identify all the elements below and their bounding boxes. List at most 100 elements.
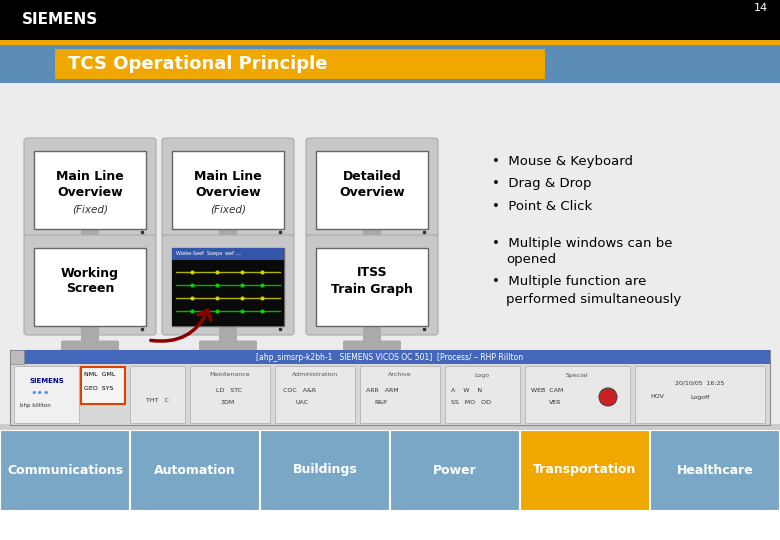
FancyBboxPatch shape [306,138,438,238]
Bar [34,248,146,326]
Text: A    W    N: A W N [451,388,482,393]
Text: LD   STC: LD STC [216,388,242,393]
Text: Overview: Overview [57,186,122,199]
Text: Special: Special [566,373,588,377]
Text: [ahp_simsrp-k2bh-1   SIEMENS VICOS OC 501]  [Process/ – RHP Rillton: [ahp_simsrp-k2bh-1 SIEMENS VICOS OC 501]… [257,353,523,361]
Bar [0,83,780,510]
Text: Archive: Archive [388,373,412,377]
Bar [172,248,284,260]
Text: Automation: Automation [154,463,236,476]
Bar [10,350,24,364]
Bar [525,366,630,423]
Text: COC   A&R: COC A&R [283,388,316,393]
Circle shape [599,388,617,406]
Text: bhp billiton: bhp billiton [20,402,51,408]
Text: Working: Working [61,267,119,280]
Text: WEB  CAM: WEB CAM [531,388,563,393]
Bar [81,326,99,342]
Bar [360,366,440,423]
Text: Logo: Logo [474,373,490,377]
Text: Transportation: Transportation [534,463,636,476]
Text: ITSS: ITSS [356,267,388,280]
Bar [14,366,79,423]
Bar [0,40,780,45]
Text: 3DM: 3DM [221,401,236,406]
Bar [520,430,649,510]
FancyBboxPatch shape [343,244,401,253]
Text: Power: Power [433,463,477,476]
Bar [650,430,779,510]
Text: HOV: HOV [650,395,664,400]
Text: opened: opened [506,253,556,267]
FancyBboxPatch shape [162,235,294,335]
FancyArrowPatch shape [151,310,211,341]
Bar [0,430,129,510]
Bar [172,248,284,326]
Text: SIEMENS: SIEMENS [22,11,98,26]
Text: Screen: Screen [66,282,114,295]
Text: performed simultaneously: performed simultaneously [506,293,681,306]
Text: Main Line: Main Line [56,170,124,183]
Text: •  Multiple function are: • Multiple function are [492,275,647,288]
Text: Communications: Communications [7,463,123,476]
Bar [0,424,780,432]
Text: •  Drag & Drop: • Drag & Drop [492,178,591,191]
Text: Healthcare: Healthcare [676,463,753,476]
Text: SIEMENS: SIEMENS [30,378,65,384]
Bar [34,151,146,229]
FancyBboxPatch shape [24,138,156,238]
Text: Wiebe-Seef  Soepa  wef ....: Wiebe-Seef Soepa wef .... [176,252,241,256]
Text: 14: 14 [754,3,768,13]
Bar [390,430,519,510]
FancyBboxPatch shape [162,138,294,238]
FancyBboxPatch shape [61,244,119,253]
Text: Logoff: Logoff [690,395,709,400]
Text: THT   C: THT C [146,397,168,402]
Text: Administration: Administration [292,373,338,377]
Bar [219,229,237,245]
FancyBboxPatch shape [199,341,257,350]
Bar [363,326,381,342]
Text: Buildings: Buildings [292,463,357,476]
Text: SS   MO   OD: SS MO OD [451,401,491,406]
Bar [0,45,780,83]
FancyBboxPatch shape [343,341,401,350]
Text: UAC: UAC [295,401,308,406]
FancyBboxPatch shape [199,244,257,253]
Bar [55,49,545,79]
Text: Detailed: Detailed [342,170,402,183]
Bar [363,229,381,245]
Bar [10,350,770,364]
Text: TCS Operational Principle: TCS Operational Principle [68,55,328,73]
Bar [275,366,355,423]
Bar [172,248,284,326]
Text: Overview: Overview [195,186,261,199]
Text: Main Line: Main Line [194,170,262,183]
Bar [635,366,765,423]
Text: •  Multiple windows can be: • Multiple windows can be [492,237,672,249]
Text: •  Point & Click: • Point & Click [492,199,592,213]
FancyBboxPatch shape [81,367,125,404]
Bar [260,430,389,510]
Text: •••: ••• [30,388,49,398]
FancyBboxPatch shape [306,235,438,335]
Bar [10,350,770,425]
FancyBboxPatch shape [61,341,119,350]
Text: ARR   ARM: ARR ARM [366,388,399,393]
FancyBboxPatch shape [24,235,156,335]
Text: (Fixed): (Fixed) [72,205,108,215]
Bar [130,366,185,423]
Bar [316,248,428,326]
Text: Overview: Overview [339,186,405,199]
Bar [130,430,259,510]
Bar [81,229,99,245]
Bar [219,326,237,342]
Text: 20/10/05  16:25: 20/10/05 16:25 [675,381,725,386]
Text: Train Graph: Train Graph [331,282,413,295]
Text: NML  GML: NML GML [84,373,115,377]
Text: Maintenance: Maintenance [210,373,250,377]
Text: VER: VER [549,401,562,406]
Text: (Fixed): (Fixed) [210,205,246,215]
Text: R&P: R&P [374,401,387,406]
Text: GEO  SYS: GEO SYS [84,387,113,392]
